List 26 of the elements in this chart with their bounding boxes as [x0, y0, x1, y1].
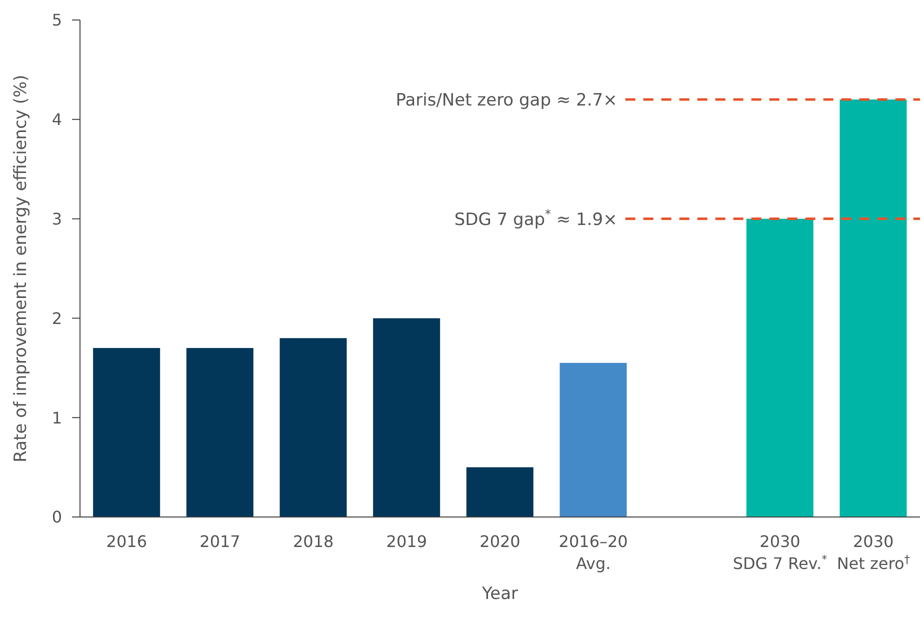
x-axis-title: Year — [481, 584, 518, 604]
x-tick-label: 2019 — [386, 532, 428, 551]
bar — [373, 318, 440, 517]
y-tick-label: 1 — [52, 408, 62, 428]
y-axis-title: Rate of improvement in energy efficiency (%) — [11, 74, 32, 462]
x-tick-label: 2016–20 Avg. — [558, 532, 628, 573]
y-tick-label: 0 — [52, 508, 62, 527]
x-tick-label: 2030 SDG 7 Rev.$^{*}$ — [732, 532, 828, 573]
y-tick-label: 4 — [52, 110, 62, 130]
ref-line-label: SDG 7 gap$^{*}$ ≈ 1.9× — [454, 206, 618, 230]
bar — [186, 348, 254, 517]
bar — [746, 218, 814, 517]
y-tick-label: 3 — [52, 209, 62, 228]
y-tick-label: 2 — [52, 308, 62, 328]
x-tick-label: 2020 — [480, 532, 520, 551]
bar — [93, 348, 160, 517]
x-tick-label: 2018 — [292, 532, 334, 551]
bar — [840, 100, 907, 517]
y-tick-label: 5 — [52, 10, 62, 30]
ref-line-label: Paris/Net zero gap ≈ 2.7× — [396, 90, 618, 111]
bar — [466, 467, 534, 517]
bar — [280, 338, 347, 517]
x-tick-label: 2030 Net zero$^{†}$ — [836, 532, 910, 573]
x-tick-label: 2017 — [200, 532, 240, 551]
bar — [560, 362, 627, 517]
x-tick-label: 2016 — [106, 532, 148, 551]
